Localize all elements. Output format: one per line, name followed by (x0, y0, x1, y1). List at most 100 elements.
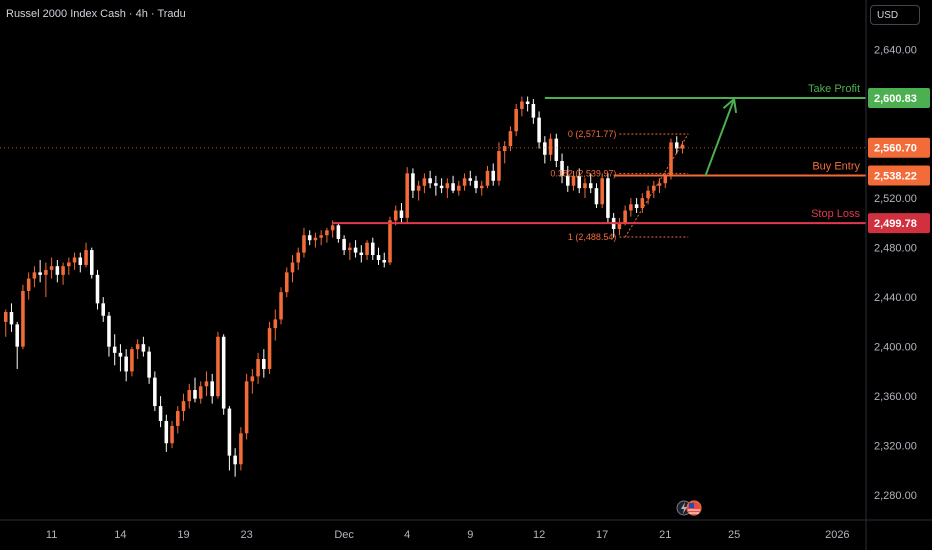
level-name: Take Profit (808, 83, 860, 95)
fib-level-label: 0 (2,571.77) (568, 129, 617, 139)
candle-body (44, 269, 48, 275)
candles-layer (3, 96, 685, 477)
candle-body (101, 303, 106, 316)
candle-body (491, 170, 495, 181)
candle-body (221, 336, 226, 409)
time-tick-label: Dec (334, 529, 354, 541)
price-tick-label: 2,640.00 (874, 45, 917, 57)
candle-body (434, 183, 438, 186)
symbol-title[interactable]: Russel 2000 Index Cash · 4h · Tradu (6, 8, 186, 20)
candle-body (451, 183, 455, 191)
price-tick-label: 2,480.00 (874, 243, 917, 255)
candle-body (124, 356, 128, 372)
candle-body (267, 328, 272, 369)
projection-arrow-shaft (704, 98, 736, 177)
candle-body (543, 142, 547, 155)
candle-body (336, 225, 341, 239)
candle-body (141, 344, 146, 352)
price-tag (868, 165, 930, 186)
candle-body (49, 266, 54, 270)
candle-body (95, 274, 100, 304)
candle-body (313, 237, 318, 241)
candle-body (588, 183, 593, 189)
candle-body (307, 235, 312, 241)
level-name: Buy Entry (812, 161, 860, 173)
candle-body (462, 178, 467, 186)
candle-body (193, 390, 197, 399)
candle-body (61, 266, 65, 275)
candle-body (284, 272, 289, 293)
us-flag-icon[interactable] (686, 500, 702, 516)
candle-body (646, 190, 650, 199)
level-name: Stop Loss (811, 208, 860, 220)
price-tag-label: 2,499.78 (874, 218, 917, 230)
candle-body (594, 188, 599, 205)
candle-body (9, 312, 14, 325)
candle-body (583, 183, 587, 189)
candle-body (554, 138, 559, 161)
candle-body (204, 381, 209, 387)
candle-body (279, 292, 283, 320)
candle-body (112, 346, 117, 353)
overlays-layer: 0 (2,571.77) 0.382 (2,539.97) 1 (2,488.54)… (0, 83, 866, 516)
time-tick-label: 2026 (825, 529, 849, 541)
price-tag (868, 88, 930, 109)
candle-body (565, 175, 570, 186)
time-tick-label: 9 (467, 529, 473, 541)
candle-body (577, 175, 582, 189)
candle-body (606, 178, 610, 218)
candle-body (32, 272, 37, 279)
candle-body (26, 278, 31, 291)
candle-body (617, 222, 622, 230)
time-tick-label: 4 (404, 529, 410, 541)
price-tag-label: 2,600.83 (874, 93, 917, 105)
candle-body (118, 352, 123, 357)
candle-body (67, 262, 71, 267)
candle-body (135, 344, 140, 350)
candle-body (445, 183, 450, 189)
time-tick-label: 12 (533, 529, 545, 541)
candle-body (365, 242, 369, 256)
candle-body (55, 266, 60, 275)
lightning-glyph (681, 502, 687, 514)
candle-body (485, 170, 490, 186)
fib-trend-line (624, 133, 689, 238)
time-tick-label: 17 (596, 529, 608, 541)
candle-body (107, 315, 111, 347)
candle-body (15, 324, 19, 347)
candle-body (634, 204, 639, 208)
time-tick-label: 25 (728, 529, 740, 541)
price-axis[interactable]: 2,640.002,600.002,560.002,520.002,480.00… (865, 0, 930, 550)
fib-level-label: 1 (2,488.54) (568, 232, 617, 242)
flag-icon-canton (689, 503, 694, 508)
price-tag-label: 2,538.22 (874, 171, 917, 183)
candle-body (38, 272, 42, 275)
candle-body (457, 185, 461, 191)
candle-body (371, 242, 375, 256)
candle-body (680, 144, 685, 149)
candle-body (520, 101, 524, 109)
price-tick-label: 2,520.00 (874, 193, 917, 205)
candle-body (239, 433, 243, 465)
time-axis[interactable]: 11 14 19 23 Dec 4 9 12 17 21 25 2026 (0, 519, 932, 541)
candle-body (600, 178, 604, 205)
candle-body (468, 178, 473, 181)
candle-body (158, 406, 163, 421)
candle-body (548, 138, 553, 155)
candle-body (233, 455, 237, 465)
candle-body (359, 252, 364, 256)
candle-body (198, 386, 203, 399)
candle-body (130, 349, 134, 372)
candle-body (571, 175, 576, 186)
candle-body (669, 142, 673, 176)
candle-body (623, 210, 627, 223)
time-tick-label: 23 (240, 529, 252, 541)
currency-button[interactable]: USD (870, 5, 920, 25)
candle-body (439, 185, 444, 189)
candle-body (262, 359, 266, 369)
candle-body (502, 146, 507, 152)
time-tick-label: 11 (46, 529, 57, 541)
candle-body (84, 250, 88, 265)
candle-body (353, 247, 358, 253)
